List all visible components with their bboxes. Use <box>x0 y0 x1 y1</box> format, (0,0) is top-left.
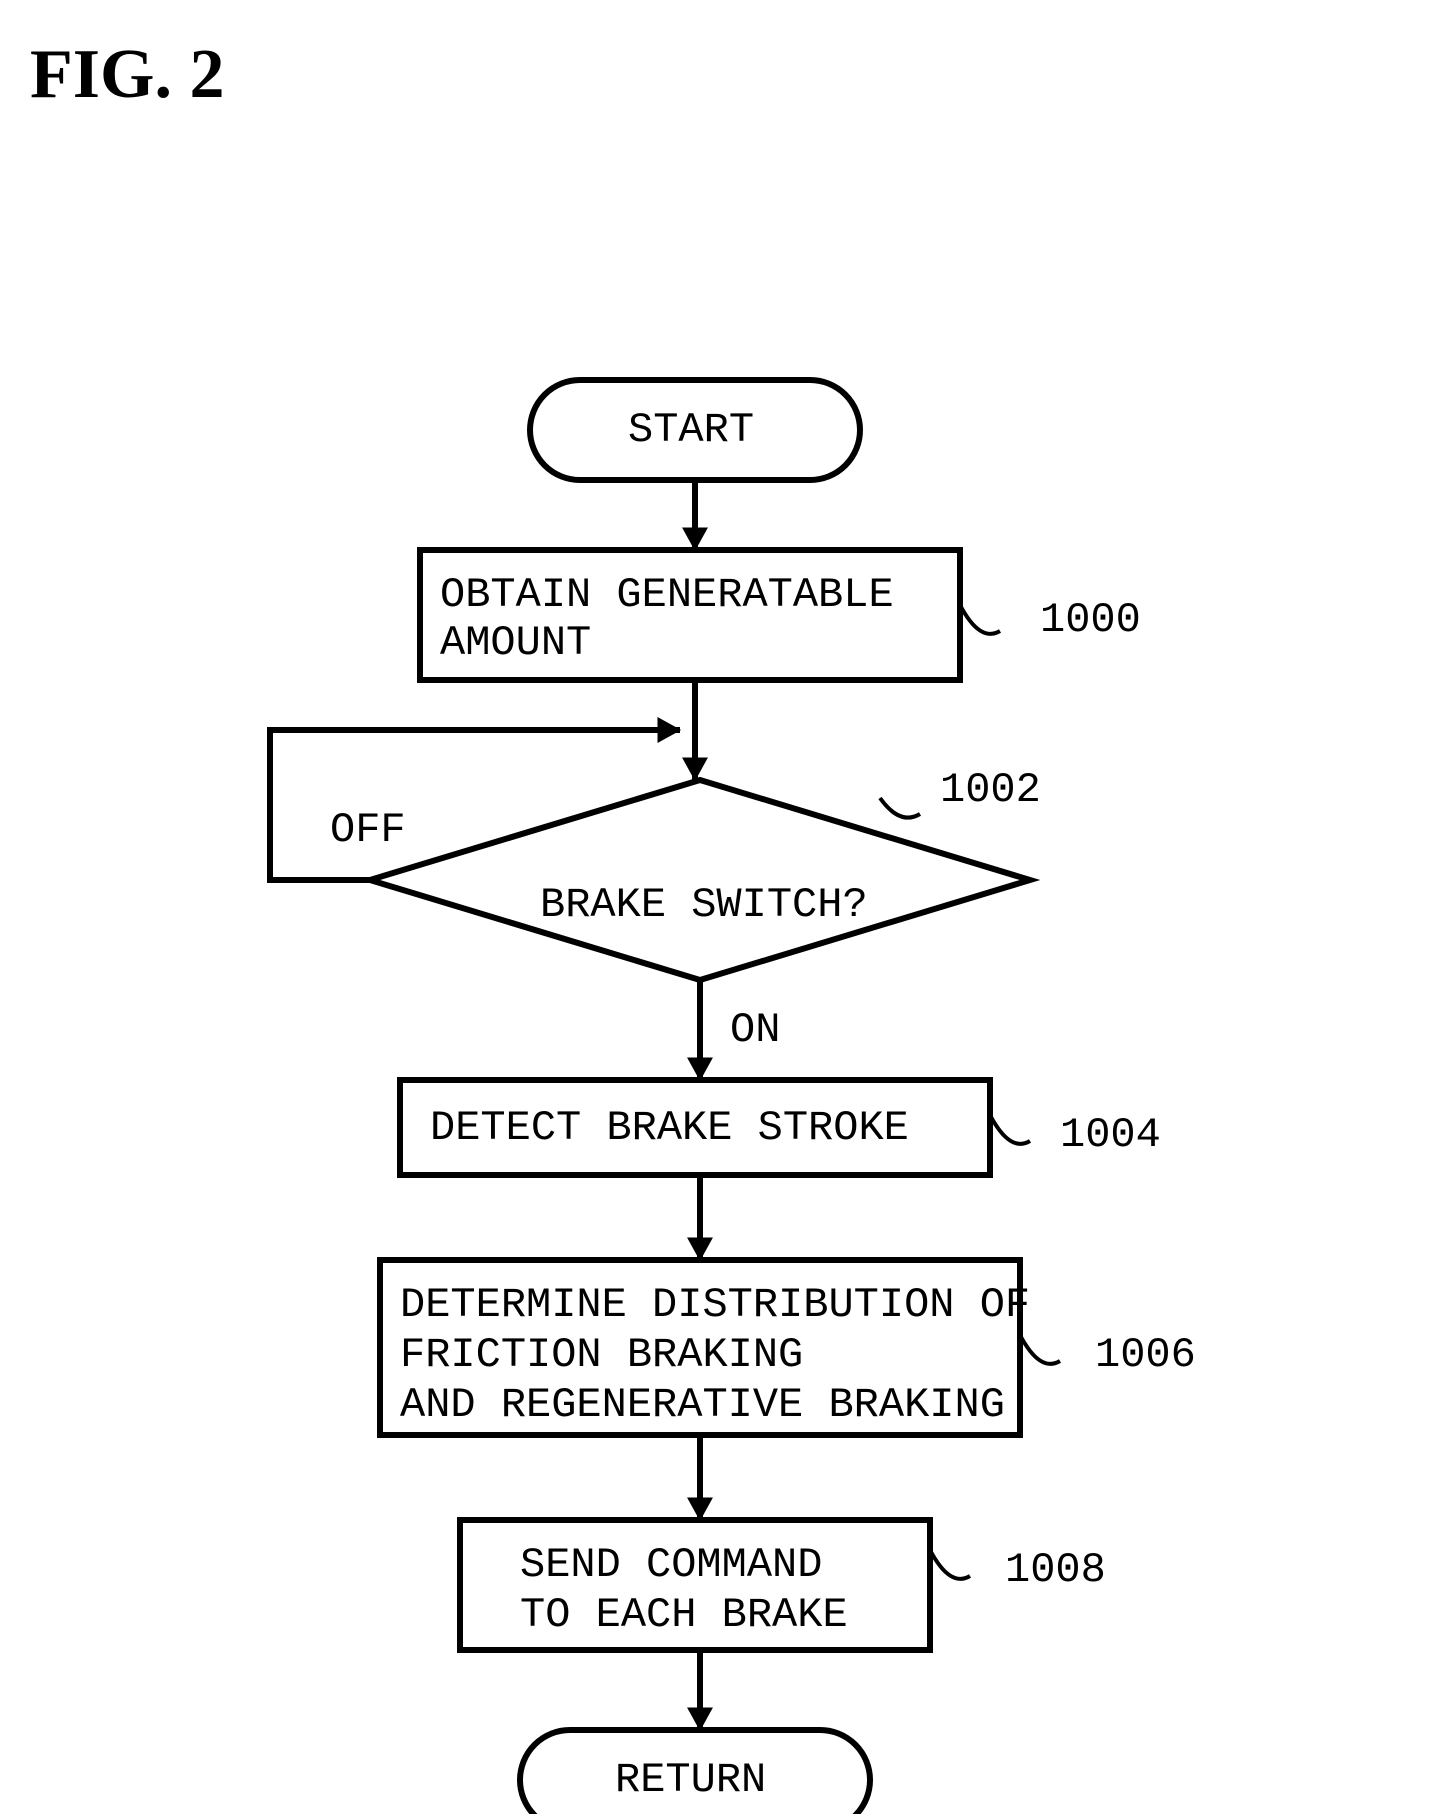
decision-node <box>370 780 1030 980</box>
send-label: TO EACH BRAKE <box>520 1591 848 1639</box>
flowchart-canvas: START OBTAIN GENERATABLEAMOUNT BRAKE SWITC… <box>0 0 1440 1814</box>
determine-ref-tick <box>1020 1335 1060 1364</box>
return-label: RETURN <box>615 1756 766 1804</box>
decision-label: BRAKE SWITCH? <box>540 881 868 929</box>
obtain-ref-label: 1000 <box>1040 596 1141 644</box>
obtain-label: OBTAIN GENERATABLE <box>440 571 894 619</box>
detect-ref-label: 1004 <box>1060 1111 1161 1159</box>
determine-label: FRICTION BRAKING <box>400 1331 803 1379</box>
determine-ref-label: 1006 <box>1095 1331 1196 1379</box>
send-ref-tick <box>930 1550 970 1579</box>
determine-label: DETERMINE DISTRIBUTION OF <box>400 1281 1030 1329</box>
decision-ref-label: 1002 <box>940 766 1041 814</box>
obtain-ref-tick <box>960 605 1000 634</box>
detect-ref-tick <box>990 1115 1030 1144</box>
send-label: SEND COMMAND <box>520 1541 822 1589</box>
edge-label: OFF <box>330 806 406 854</box>
obtain-label: AMOUNT <box>440 619 591 667</box>
start-label: START <box>628 406 754 454</box>
detect-label: DETECT BRAKE STROKE <box>430 1104 909 1152</box>
edge-label: ON <box>730 1006 780 1054</box>
send-ref-label: 1008 <box>1005 1546 1106 1594</box>
decision-ref-tick <box>880 798 920 818</box>
determine-label: AND REGENERATIVE BRAKING <box>400 1381 1005 1429</box>
